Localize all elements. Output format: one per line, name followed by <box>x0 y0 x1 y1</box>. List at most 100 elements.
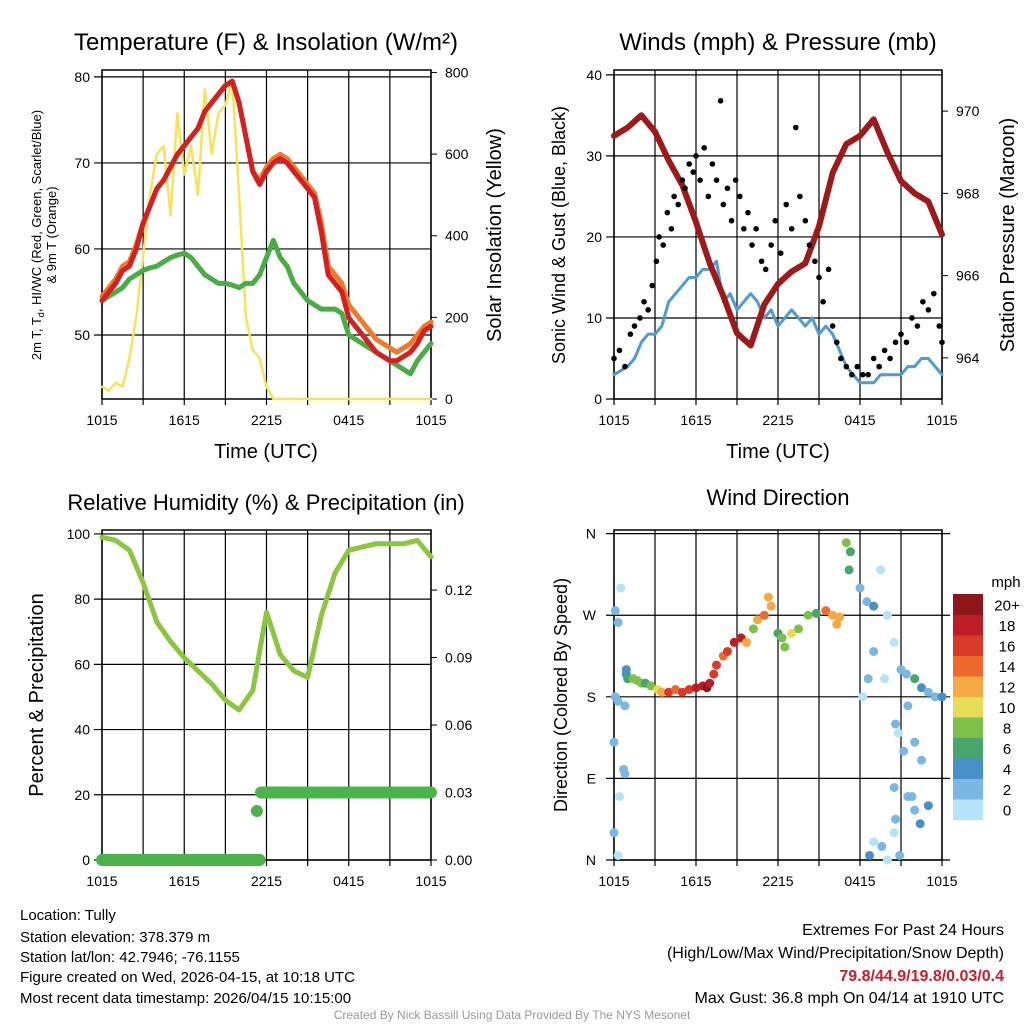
colorbar-label: 4 <box>1003 761 1011 778</box>
x-tick-label: 1015 <box>926 873 957 889</box>
right-y-tick-label: 0.00 <box>445 852 472 868</box>
wind-direction-point <box>877 841 887 851</box>
gust-point <box>903 339 910 346</box>
gust-point <box>622 363 628 370</box>
y-tick-label: S <box>587 689 596 705</box>
wind-direction-point <box>891 814 901 824</box>
wind-direction-point <box>889 828 899 838</box>
wind-direction-point <box>895 850 905 860</box>
temperature-panel-title: Temperature (F) & Insolation (W/m²) <box>74 29 458 56</box>
gust-point <box>914 323 921 329</box>
wind-direction-point <box>705 678 715 688</box>
gust-point <box>762 266 769 273</box>
wind-direction-point <box>712 660 721 670</box>
gust-point <box>724 185 731 192</box>
wind-direction-point <box>828 610 838 620</box>
temperature-y-label-line2: & 9m T (Orange) <box>44 186 59 283</box>
x-tick-label: 0415 <box>844 873 875 889</box>
wind-direction-point <box>613 696 623 706</box>
2m-temperature-line <box>99 78 434 364</box>
temperature-y-label-sub: d <box>36 312 46 317</box>
wind-direction-point <box>937 692 947 702</box>
gust-point <box>709 161 716 167</box>
sonic-wind-line <box>612 259 944 385</box>
right-y-tick-label: 400 <box>445 228 469 244</box>
y-tick-label: 60 <box>74 656 90 672</box>
wind-direction-point <box>835 612 844 622</box>
gust-point <box>660 242 666 248</box>
colorbar-title: mph <box>991 574 1020 591</box>
panel-0: 1015 1615 2215 0415 101550607080020040060080… <box>74 64 468 428</box>
wind-direction-point <box>858 692 868 702</box>
extremes-info: Extremes For Past 24 Hours (High/Low/Max… <box>667 922 1004 1007</box>
gust-point <box>641 298 647 305</box>
right-y-tick-label: 0.03 <box>445 785 472 801</box>
panel-3: 1015 1615 2215 0415 1015NESWNmph024681012141… <box>583 526 1021 889</box>
solar-insolation-line <box>100 79 433 401</box>
gust-point <box>931 290 937 297</box>
gust-point <box>656 234 662 240</box>
wind-direction-point <box>821 606 831 616</box>
gust-point <box>631 323 638 329</box>
gust-point <box>825 266 832 273</box>
colorbar-swatch <box>953 635 983 656</box>
wind-direction-point <box>613 850 623 860</box>
gust-point <box>653 258 660 265</box>
gust-point <box>649 282 656 289</box>
wind-direction-point <box>777 633 787 643</box>
wind-direction-point <box>876 565 885 575</box>
gust-point <box>838 355 844 362</box>
x-tick-label: 1015 <box>86 412 117 428</box>
humidity-y-label: Percent & Precipitation <box>26 593 48 796</box>
y-tick-label: N <box>586 526 596 542</box>
colorbar-label: 2 <box>1003 782 1011 799</box>
x-tick-label: 1015 <box>86 873 117 889</box>
colorbar-swatch <box>953 799 983 820</box>
wind-direction-point <box>901 669 911 679</box>
colorbar-label: 10 <box>999 700 1016 717</box>
right-y-tick-label: 0 <box>445 391 453 407</box>
wind-direction-point <box>609 737 619 747</box>
y-tick-label: W <box>583 607 597 623</box>
winds-panel-title: Winds (mph) & Pressure (mb) <box>619 29 936 56</box>
gust-point <box>675 201 682 208</box>
gust-point <box>788 226 795 232</box>
relative-humidity-line <box>99 534 434 713</box>
wind-direction-point <box>923 801 933 811</box>
humidity-panel-title: Relative Humidity (%) & Precipitation (i… <box>67 490 464 515</box>
gust-point <box>616 347 623 354</box>
x-tick-label: 1615 <box>680 873 711 889</box>
gust-point <box>611 355 617 362</box>
gust-point <box>728 217 735 224</box>
gust-point <box>741 226 747 232</box>
wind-y-label: Sonic Wind & Gust (Blue, Black) <box>549 106 569 364</box>
gust-point <box>833 339 840 346</box>
wind-direction-point <box>882 855 892 865</box>
solar-y-label: Solar Insolation (Yellow) <box>484 128 506 342</box>
wind-direction-point <box>845 547 855 557</box>
right-y-tick-label: 0.06 <box>445 717 472 733</box>
gust-point <box>717 97 724 104</box>
gust-point <box>898 331 904 337</box>
wind-direction-point <box>862 597 872 607</box>
pressure-y-label: Station Pressure (Maroon) <box>997 118 1019 353</box>
wind-direction-point <box>832 619 842 629</box>
temperature-y-label: 2m T, Td, HI/WC (Red, Green, Scarlet/Blu… <box>29 110 46 360</box>
right-y-tick-label: 964 <box>956 350 980 366</box>
wind-direction-point <box>915 819 925 829</box>
x-tick-label: 1015 <box>598 412 629 428</box>
x-tick-label: 2215 <box>251 412 282 428</box>
gust-point <box>870 355 877 362</box>
max-gust-text: Max Gust: 36.8 mph On 04/14 at 1910 UTC <box>695 990 1005 1007</box>
wind-direction-point <box>863 674 873 684</box>
wind-direction-point <box>844 565 854 575</box>
wind-direction-point <box>899 746 909 756</box>
plot-frame <box>101 529 432 861</box>
wind-direction-point <box>907 792 917 802</box>
right-y-tick-label: 968 <box>956 185 980 201</box>
wind-direction-point <box>620 769 630 779</box>
gust-point <box>936 323 943 329</box>
wind-direction-point <box>880 674 890 684</box>
gust-point <box>772 217 779 224</box>
